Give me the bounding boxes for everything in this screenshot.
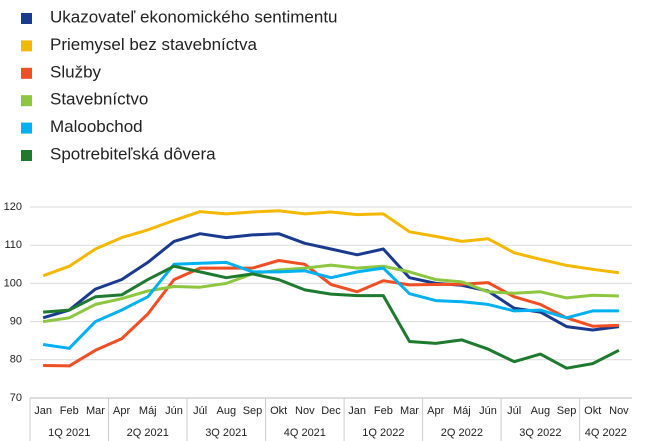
- x-tick-label: Jún: [479, 405, 497, 417]
- legend-label: Stavebníctvo: [50, 90, 148, 109]
- x-tick-label: Mar: [400, 405, 419, 417]
- x-tick-label: Dec: [321, 405, 341, 417]
- series-line: [43, 259, 619, 368]
- y-tick-label: 90: [10, 316, 22, 328]
- legend-label: Maloobchod: [50, 117, 143, 136]
- series-line: [42, 264, 620, 370]
- quarter-label: 3Q 2022: [519, 427, 561, 439]
- x-tick-label: Jan: [348, 405, 366, 417]
- x-tick-label: Nov: [609, 405, 629, 417]
- x-tick-label: Apr: [427, 405, 444, 417]
- legend-label: Spotrebiteľská dôvera: [50, 144, 216, 163]
- series-line: [42, 260, 619, 350]
- legend-label: Služby: [50, 62, 102, 81]
- legend-swatch: [21, 150, 32, 161]
- quarter-label: 1Q 2021: [48, 427, 90, 439]
- quarter-label: 2Q 2021: [127, 427, 169, 439]
- x-tick-label: Mar: [86, 405, 105, 417]
- legend-swatch: [21, 13, 32, 24]
- y-tick-label: 100: [4, 277, 22, 289]
- y-tick-label: 120: [4, 201, 22, 213]
- x-tick-label: Jún: [165, 405, 183, 417]
- legend-swatch: [21, 67, 32, 79]
- x-tick-label: Feb: [60, 405, 79, 417]
- y-tick-label: 70: [10, 392, 22, 404]
- legend-swatch: [21, 95, 32, 107]
- series-line: [42, 209, 620, 278]
- x-tick-label: Máj: [139, 405, 157, 417]
- x-tick-label: Aug: [531, 405, 551, 417]
- x-tick-label: Nov: [295, 405, 315, 417]
- quarter-label: 4Q 2022: [585, 427, 627, 439]
- quarter-label: 3Q 2021: [205, 427, 247, 439]
- x-tick-label: Aug: [217, 405, 237, 417]
- legend-label: Priemysel bez stavebníctva: [50, 35, 257, 54]
- legend-swatch: [21, 40, 32, 52]
- x-tick-label: Sep: [243, 405, 263, 417]
- x-tick-label: Sep: [557, 405, 577, 417]
- x-tick-label: Júl: [193, 405, 207, 417]
- x-tick-label: Okt: [584, 405, 601, 417]
- quarter-label: 1Q 2022: [362, 427, 404, 439]
- x-tick-label: Jan: [34, 405, 52, 417]
- quarter-label: 2Q 2022: [441, 427, 483, 439]
- legend-swatch: [21, 122, 32, 134]
- x-tick-label: Feb: [374, 405, 393, 417]
- x-tick-label: Okt: [270, 405, 287, 417]
- quarter-label: 4Q 2021: [284, 427, 326, 439]
- y-tick-label: 80: [10, 354, 22, 366]
- x-tick-label: Júl: [507, 405, 521, 417]
- x-tick-label: Máj: [453, 405, 471, 417]
- series-line: [42, 263, 619, 324]
- series-line: [42, 232, 620, 332]
- x-tick-label: Apr: [113, 405, 130, 417]
- y-tick-label: 110: [4, 239, 22, 251]
- legend-label: Ukazovateľ ekonomického sentimentu: [50, 7, 338, 26]
